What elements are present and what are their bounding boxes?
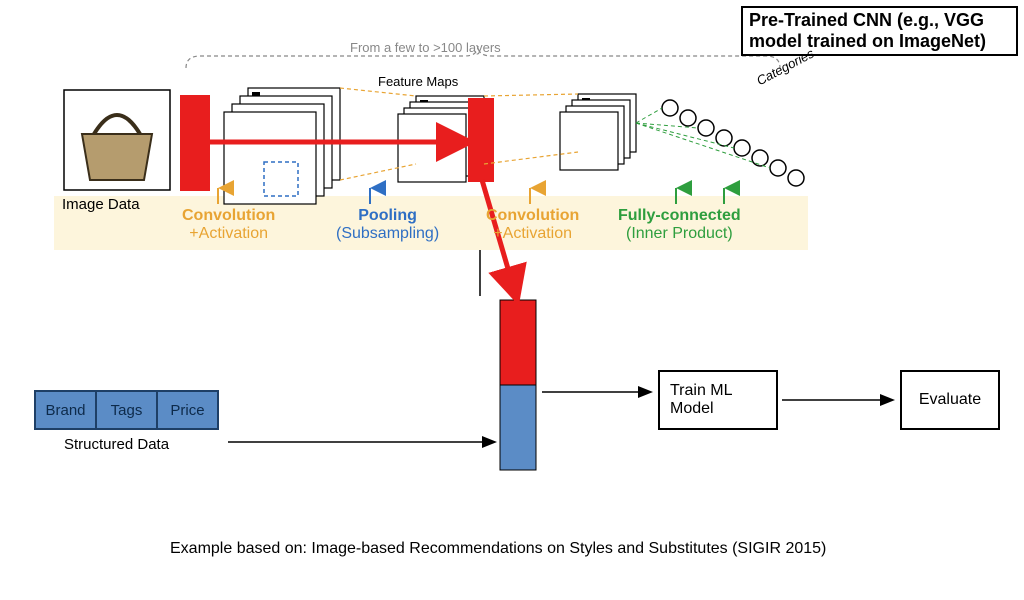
- structured-data-cell: Brand: [34, 390, 97, 430]
- train-ml-box: Train ML Model: [658, 370, 778, 430]
- pool-label: Pooling: [336, 207, 439, 225]
- image-data-label: Image Data: [62, 196, 140, 213]
- feature-maps-label: Feature Maps: [378, 74, 458, 89]
- pool-sub-label: (Subsampling): [336, 225, 439, 243]
- stage-convolution-1: Convolution +Activation: [182, 207, 275, 243]
- train-ml-label: Train ML Model: [670, 382, 733, 418]
- stage-fully-connected: Fully-connected (Inner Product): [618, 207, 741, 243]
- structured-data-table: BrandTagsPrice: [34, 390, 224, 430]
- stage-pooling: Pooling (Subsampling): [336, 207, 439, 243]
- citation-text: Example based on: Image-based Recommenda…: [170, 540, 826, 558]
- header-box: Pre-Trained CNN (e.g., VGG model trained…: [741, 6, 1018, 56]
- evaluate-box: Evaluate: [900, 370, 1000, 430]
- stage-convolution-2: Convolution +Activation: [486, 207, 579, 243]
- activation-label: +Activation: [182, 225, 275, 243]
- layers-note: From a few to >100 layers: [350, 40, 501, 55]
- conv-label: Convolution: [182, 207, 275, 225]
- header-line1: Pre-Trained CNN (e.g., VGG: [749, 10, 1010, 31]
- structured-data-label: Structured Data: [64, 436, 169, 453]
- evaluate-label: Evaluate: [919, 391, 981, 409]
- header-line2: model trained on ImageNet): [749, 31, 1010, 52]
- fc-sub-label: (Inner Product): [618, 225, 741, 243]
- fc-label: Fully-connected: [618, 207, 741, 225]
- structured-data-cell: Tags: [95, 390, 158, 430]
- conv-label-2: Convolution: [486, 207, 579, 225]
- activation-label-2: +Activation: [486, 225, 579, 243]
- diagram-canvas: [0, 0, 1024, 600]
- structured-data-cell: Price: [156, 390, 219, 430]
